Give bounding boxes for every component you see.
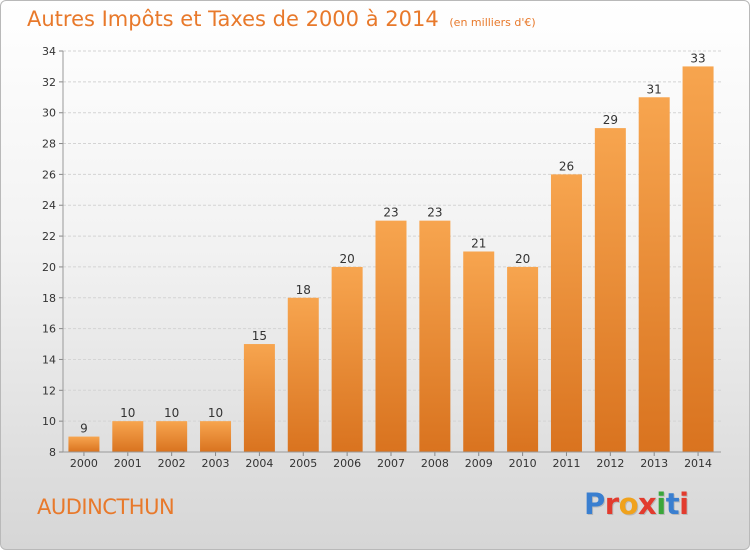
x-tick-label: 2010 — [509, 457, 537, 470]
y-tick-label: 16 — [42, 323, 56, 336]
x-tick-label: 2013 — [640, 457, 668, 470]
bar — [682, 66, 714, 452]
y-tick-label: 10 — [42, 415, 56, 428]
x-tick-label: 2002 — [158, 457, 186, 470]
bar — [419, 220, 451, 452]
x-tick-label: 2008 — [421, 457, 449, 470]
logo-letter: P — [584, 487, 605, 521]
y-tick-label: 22 — [42, 230, 56, 243]
x-tick-label: 2014 — [684, 457, 712, 470]
bar — [287, 297, 319, 452]
bar-value-label: 20 — [339, 252, 354, 266]
bar — [243, 344, 275, 452]
logo-letter: t — [665, 487, 680, 521]
chart-title-unit: (en milliers d'€) — [449, 16, 536, 29]
bar-value-label: 20 — [515, 252, 530, 266]
bar-value-label: 26 — [559, 159, 574, 173]
bar-value-label: 23 — [427, 206, 442, 220]
y-tick-label: 26 — [42, 168, 56, 181]
bar-value-label: 33 — [690, 51, 705, 65]
x-tick-label: 2004 — [245, 457, 273, 470]
chart-title: Autres Impôts et Taxes de 2000 à 2014 (e… — [27, 7, 536, 31]
y-tick-label: 30 — [42, 107, 56, 120]
bar — [507, 266, 539, 452]
y-tick-label: 34 — [42, 45, 56, 58]
y-tick-label: 28 — [42, 138, 56, 151]
bar — [375, 220, 407, 452]
commune-name: AUDINCTHUN — [37, 495, 175, 519]
bar — [638, 97, 670, 453]
bar-value-label: 23 — [383, 206, 398, 220]
bar — [331, 266, 363, 452]
x-tick-label: 2005 — [289, 457, 317, 470]
proxiti-logo[interactable]: Proxiti — [584, 487, 689, 521]
x-tick-label: 2007 — [377, 457, 405, 470]
bar — [550, 174, 582, 452]
y-tick-label: 18 — [42, 292, 56, 305]
y-tick-label: 14 — [42, 353, 56, 366]
x-tick-label: 2001 — [114, 457, 142, 470]
bar — [68, 436, 100, 452]
bar — [112, 421, 144, 452]
y-tick-label: 24 — [42, 199, 56, 212]
bar-value-label: 10 — [164, 406, 179, 420]
chart-title-text: Autres Impôts et Taxes de 2000 à 2014 — [27, 7, 439, 31]
bar — [463, 251, 495, 452]
x-tick-label: 2012 — [596, 457, 624, 470]
bar-value-label: 21 — [471, 237, 486, 251]
bar-value-label: 10 — [120, 406, 135, 420]
x-tick-label: 2006 — [333, 457, 361, 470]
y-tick-label: 12 — [42, 384, 56, 397]
bar — [200, 421, 232, 452]
y-tick-label: 32 — [42, 76, 56, 89]
bar-value-label: 9 — [80, 422, 88, 436]
bar — [156, 421, 188, 452]
logo-letter: i — [679, 487, 689, 521]
logo-letter: x — [638, 487, 657, 521]
bar-value-label: 10 — [208, 406, 223, 420]
bar — [594, 128, 626, 452]
logo-letter: i — [656, 487, 666, 521]
x-tick-label: 2003 — [202, 457, 230, 470]
y-tick-label: 20 — [42, 261, 56, 274]
x-tick-label: 2011 — [552, 457, 580, 470]
logo-letter: o — [618, 487, 639, 521]
logo-letter: r — [604, 487, 619, 521]
bar-value-label: 29 — [603, 113, 618, 127]
x-tick-label: 2009 — [465, 457, 493, 470]
bar-value-label: 31 — [647, 82, 662, 96]
bar-value-label: 18 — [296, 283, 311, 297]
y-tick-label: 8 — [49, 446, 56, 459]
bar-value-label: 15 — [252, 329, 267, 343]
x-tick-label: 2000 — [70, 457, 98, 470]
